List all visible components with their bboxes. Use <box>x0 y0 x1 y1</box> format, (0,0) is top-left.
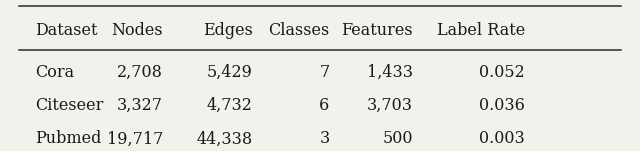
Text: Cora: Cora <box>35 64 74 81</box>
Text: Features: Features <box>341 22 413 39</box>
Text: 4,732: 4,732 <box>207 97 253 114</box>
Text: 6: 6 <box>319 97 330 114</box>
Text: 0.003: 0.003 <box>479 130 525 147</box>
Text: 2,708: 2,708 <box>117 64 163 81</box>
Text: 3,327: 3,327 <box>117 97 163 114</box>
Text: Edges: Edges <box>203 22 253 39</box>
Text: 1,433: 1,433 <box>367 64 413 81</box>
Text: 3: 3 <box>319 130 330 147</box>
Text: 5,429: 5,429 <box>207 64 253 81</box>
Text: 3,703: 3,703 <box>367 97 413 114</box>
Text: Pubmed: Pubmed <box>35 130 102 147</box>
Text: Citeseer: Citeseer <box>35 97 104 114</box>
Text: 0.036: 0.036 <box>479 97 525 114</box>
Text: Nodes: Nodes <box>111 22 163 39</box>
Text: 44,338: 44,338 <box>196 130 253 147</box>
Text: Classes: Classes <box>268 22 330 39</box>
Text: 19,717: 19,717 <box>107 130 163 147</box>
Text: Dataset: Dataset <box>35 22 98 39</box>
Text: 500: 500 <box>382 130 413 147</box>
Text: 7: 7 <box>319 64 330 81</box>
Text: Label Rate: Label Rate <box>436 22 525 39</box>
Text: 0.052: 0.052 <box>479 64 525 81</box>
